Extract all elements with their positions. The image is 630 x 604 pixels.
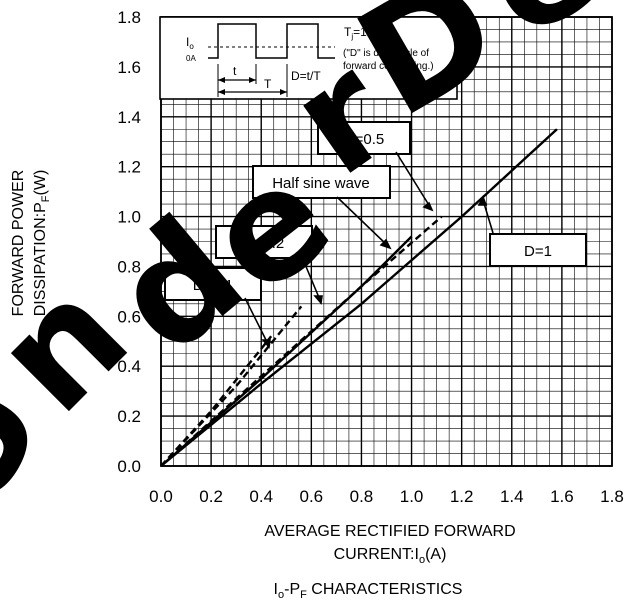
inset-note-line1: ("D" is duty cycle of [343, 48, 429, 59]
x-tick-labels: 0.0 0.2 0.4 0.6 0.8 1.0 1.2 1.4 1.6 1.8 [149, 487, 624, 506]
inset-pulse-waveform [208, 23, 335, 59]
y-tick-label: 0.6 [117, 307, 141, 326]
arrow-d02 [301, 256, 321, 301]
inset-box: Io 0A t T D=t/T Tj=175ºC ("D" is duty cy… [159, 16, 458, 100]
series-layer [160, 128, 558, 467]
arrow-d01 [244, 297, 269, 345]
y-tick-label: 1.0 [117, 208, 141, 227]
series-line-d-0-1 [160, 335, 273, 467]
y-tick-label: 0.0 [117, 457, 141, 476]
inset-T-arrow-right [280, 89, 287, 95]
label-d05: D=0.5 [317, 121, 411, 155]
inset-duty: D=t/T [291, 69, 321, 83]
watermark: U n d e r D e [0, 0, 627, 538]
y-axis-label-line1-group: FORWARD POWER [10, 170, 27, 317]
y-tick-label: 1.4 [117, 108, 141, 127]
y-axis-label-line1: FORWARD POWER [10, 170, 27, 317]
y-tick-label: 1.2 [117, 158, 141, 177]
x-tick-label: 0.8 [350, 487, 374, 506]
inset-T-arrow-left [218, 89, 225, 95]
x-tick-label: 0.4 [249, 487, 273, 506]
arrow-d01-head [261, 339, 271, 349]
label-d1: D=1 [489, 233, 587, 267]
chart-title: Io-PF CHARACTERISTICS [274, 581, 463, 601]
inset-note-line2: forward conducting.) [343, 61, 434, 72]
label-d01: D=0.1 [164, 267, 262, 301]
y-tick-label: 1.8 [117, 8, 141, 27]
series-line-d-0-5 [160, 215, 443, 467]
x-tick-label: 1.8 [600, 487, 624, 506]
x-axis-label-line1: AVERAGE RECTIFIED FORWARD [264, 523, 515, 540]
label-d02-text: D=0.2 [244, 235, 284, 252]
x-tick-label: 0.2 [199, 487, 223, 506]
y-axis-label-line2-group: DISSIPATION:PF(W) [32, 170, 52, 317]
y-tick-label: 1.6 [117, 58, 141, 77]
arrows [244, 151, 494, 349]
y-axis-label-line2: DISSIPATION:PF(W) [32, 170, 52, 317]
inset-io-label: Io [186, 35, 194, 51]
y-tick-label: 0.8 [117, 257, 141, 276]
arrow-half-sine [336, 196, 389, 247]
inset-t-arrow-right [249, 77, 256, 83]
inset-t-big: T [264, 77, 272, 91]
arrow-half-sine-head [379, 238, 392, 250]
x-tick-label: 1.0 [400, 487, 424, 506]
label-half-sine-text: Half sine wave [272, 175, 370, 192]
label-half-sine: Half sine wave [252, 165, 391, 199]
inset-t-arrow-left [218, 77, 225, 83]
arrow-d1-head [477, 195, 488, 206]
x-axis-label-line2: CURRENT:Io(A) [334, 546, 447, 566]
x-tick-label: 0.6 [300, 487, 324, 506]
label-d02: D=0.2 [215, 225, 313, 259]
y-tick-labels: 0.0 0.2 0.4 0.6 0.8 1.0 1.2 1.4 1.6 1.8 [117, 8, 141, 476]
label-d1-text: D=1 [524, 243, 552, 260]
y-tick-label: 0.2 [117, 407, 141, 426]
inset-zero-label: 0A [186, 54, 196, 63]
arrow-d05-head [422, 201, 434, 212]
arrow-d05 [395, 151, 433, 211]
inset-tj: Tj=175ºC [344, 25, 394, 41]
series-line-d-1 [160, 128, 558, 467]
label-d05-text: D=0.5 [344, 131, 384, 148]
y-tick-label: 0.4 [117, 357, 141, 376]
inset-t-small: t [233, 64, 237, 78]
x-tick-label: 0.0 [149, 487, 173, 506]
x-tick-label: 1.4 [500, 487, 524, 506]
x-tick-label: 1.2 [450, 487, 474, 506]
x-tick-label: 1.6 [550, 487, 574, 506]
label-d01-text: D=0.1 [193, 277, 233, 294]
arrow-d02-head [313, 295, 323, 305]
